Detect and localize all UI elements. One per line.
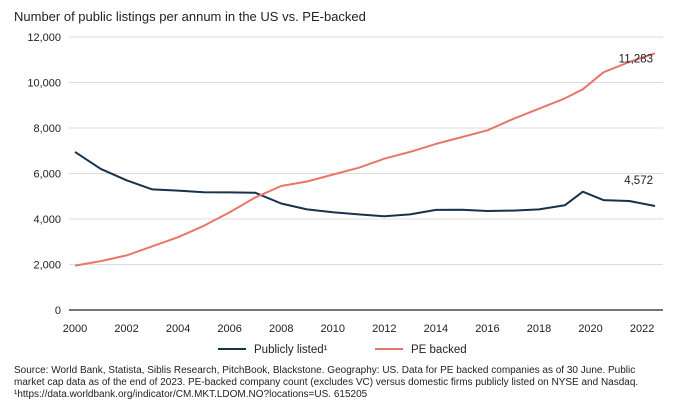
source-note: Source: World Bank, Statista, Siblis Res…: [14, 365, 690, 401]
x-tick-label: 2000: [63, 323, 87, 335]
chart-title: Number of public listings per annum in t…: [14, 9, 366, 24]
series-line-publicly-listed: [74, 151, 656, 218]
x-tick-label: 2012: [372, 323, 396, 335]
y-tick-label: 10,000: [27, 78, 61, 90]
y-tick-label: 6,000: [33, 169, 61, 181]
x-tick-label: 2022: [630, 323, 654, 335]
y-tick-label: 2,000: [33, 260, 61, 272]
y-tick-label: 12,000: [27, 32, 61, 44]
y-tick-label: 8,000: [33, 123, 61, 135]
x-tick-label: 2020: [578, 323, 602, 335]
y-tick-label: 0: [55, 305, 61, 317]
x-tick-label: 2004: [166, 323, 190, 335]
x-tick-label: 2002: [114, 323, 138, 335]
x-tick-label: 2010: [321, 323, 345, 335]
end-value-label: 4,572: [624, 175, 653, 187]
source-line: market cap data as of the end of 2023. P…: [14, 377, 639, 388]
x-tick-label: 2018: [527, 323, 551, 335]
legend-label: PE backed: [411, 344, 467, 356]
end-value-label: 11,283: [619, 53, 653, 65]
source-line: Source: World Bank, Statista, Siblis Res…: [14, 365, 636, 376]
legend-label: Publicly listed¹: [254, 344, 328, 356]
y-tick-label: 4,000: [33, 214, 61, 226]
x-tick-label: 2008: [269, 323, 293, 335]
x-tick-label: 2014: [424, 323, 448, 335]
source-line: ¹https://data.worldbank.org/indicator/CM…: [14, 389, 368, 400]
x-tick-label: 2016: [475, 323, 499, 335]
series-line-pe-backed: [74, 52, 656, 267]
x-tick-label: 2006: [217, 323, 241, 335]
